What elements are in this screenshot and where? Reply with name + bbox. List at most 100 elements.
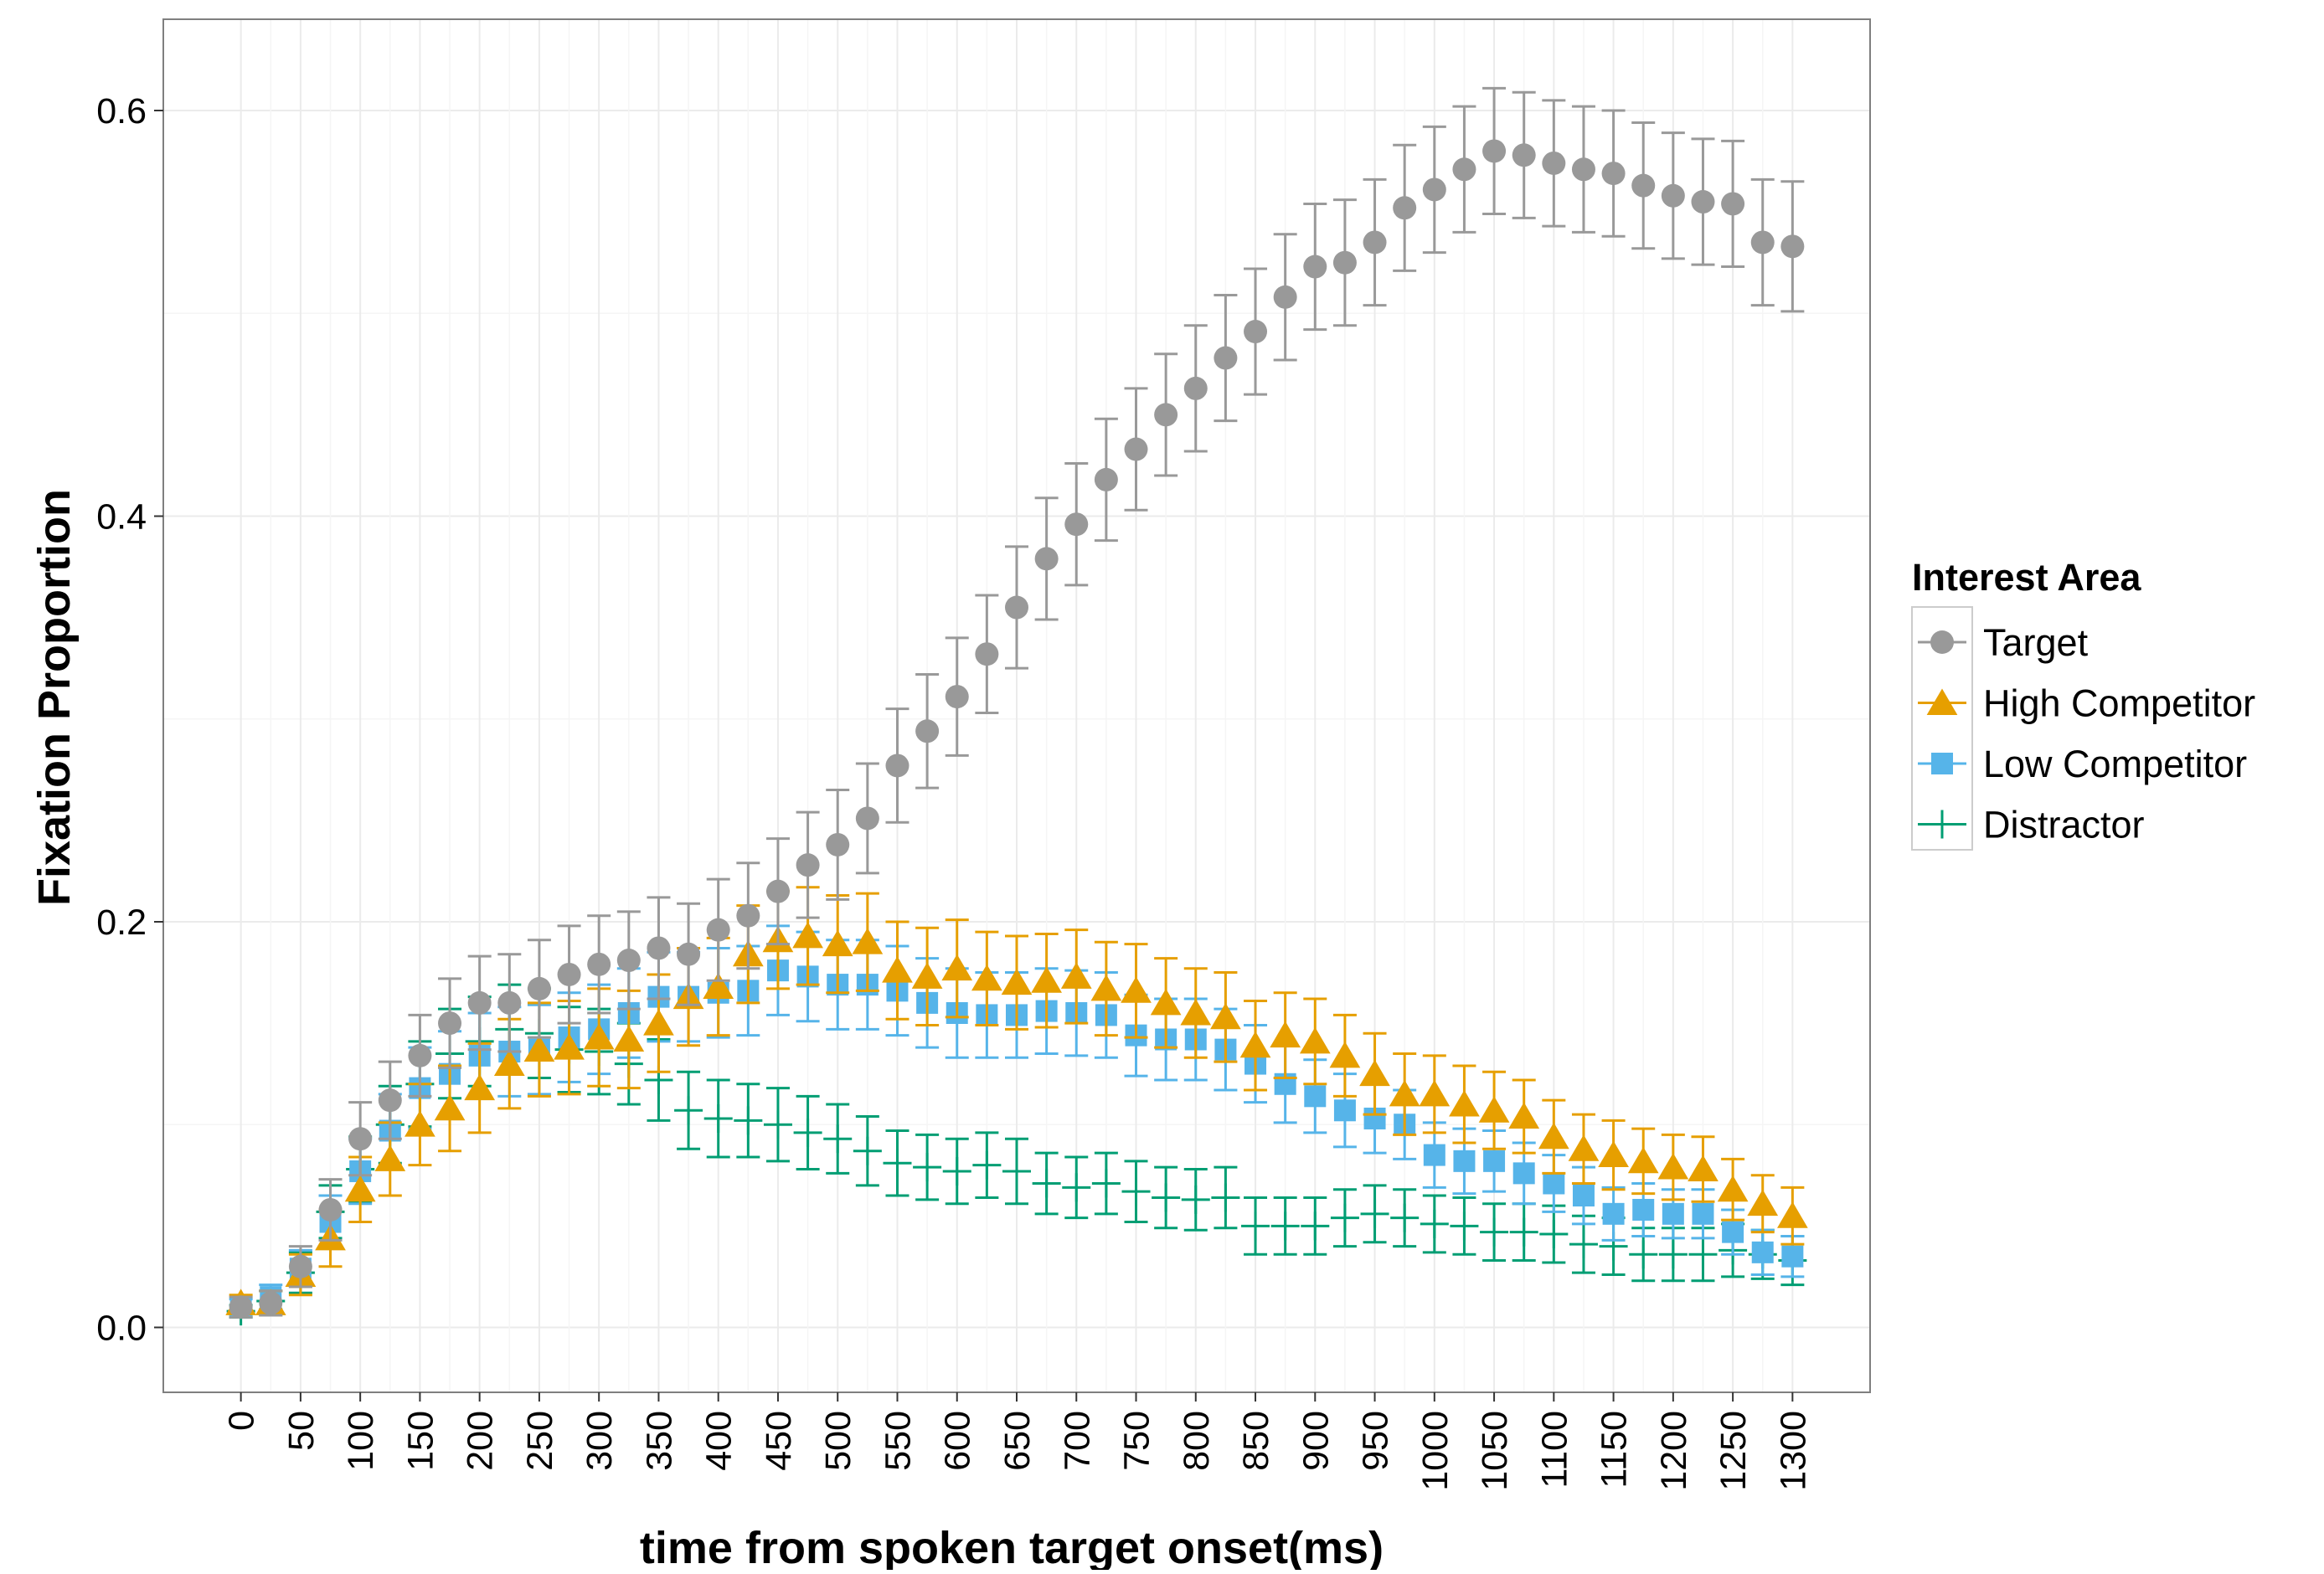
data-point (1091, 1169, 1121, 1198)
x-tick-label: 1200 (1654, 1411, 1694, 1491)
data-point (1273, 285, 1297, 309)
y-axis-title: Fixation Proportion (29, 489, 80, 906)
data-point (853, 1136, 882, 1165)
data-point (438, 1011, 462, 1036)
data-point (793, 1118, 822, 1147)
data-point (1777, 1201, 1808, 1228)
data-point (941, 954, 973, 981)
data-point (1512, 143, 1536, 167)
data-point (734, 1106, 763, 1135)
data-point (1121, 976, 1152, 1003)
data-point (765, 879, 790, 903)
data-point (1450, 1211, 1479, 1241)
data-point (229, 1295, 253, 1319)
x-tick-label: 600 (938, 1411, 978, 1471)
data-point (1124, 437, 1148, 461)
data-point (1539, 1220, 1569, 1249)
data-point (344, 1175, 376, 1202)
data-point (1422, 177, 1446, 202)
data-point (1452, 157, 1476, 182)
data-point (792, 921, 823, 949)
data-point (1389, 1079, 1420, 1107)
x-tick-label: 750 (1117, 1411, 1157, 1471)
data-point (1333, 1099, 1356, 1122)
data-point (643, 1009, 674, 1036)
data-point (826, 832, 850, 856)
data-point (1060, 962, 1092, 989)
x-tick-label: 950 (1356, 1411, 1396, 1471)
data-point (1717, 1175, 1749, 1202)
data-point (1751, 1241, 1774, 1263)
data-point (1543, 1172, 1565, 1195)
data-point (1214, 346, 1238, 370)
data-point (1301, 1211, 1330, 1241)
data-point (405, 1110, 435, 1137)
data-point (1661, 183, 1685, 208)
data-point (1244, 320, 1268, 344)
data-point (703, 972, 734, 999)
y-tick-label: 0.0 (96, 1308, 147, 1348)
data-point (1001, 968, 1033, 995)
data-point (1423, 1144, 1445, 1166)
data-point (1329, 1041, 1361, 1068)
data-point (583, 1023, 615, 1050)
data-point (493, 1049, 525, 1077)
data-point (497, 990, 522, 1015)
data-point (1512, 1162, 1535, 1185)
data-point (1094, 467, 1118, 491)
data-point (1478, 1096, 1510, 1123)
data-point (467, 990, 492, 1015)
legend-item-high-competitor: High Competitor (1918, 682, 2255, 725)
x-tick-label: 200 (461, 1411, 501, 1471)
legend-label: Target (1983, 621, 2089, 664)
data-point (1538, 1122, 1569, 1150)
data-point (259, 1291, 283, 1315)
series-high-competitor (225, 886, 1808, 1317)
x-tick-label: 250 (520, 1411, 560, 1471)
x-tick-label: 300 (580, 1411, 620, 1471)
legend-label: Low Competitor (1983, 743, 2247, 785)
data-point (557, 962, 581, 986)
x-tick-label: 1150 (1595, 1411, 1635, 1488)
data-point (1270, 1211, 1300, 1241)
x-tick-label: 1000 (1415, 1411, 1456, 1491)
data-point (1721, 192, 1745, 216)
legend-label: High Competitor (1983, 682, 2255, 725)
x-tick-label: 1050 (1475, 1411, 1515, 1491)
x-tick-label: 550 (878, 1411, 918, 1471)
data-point (1542, 151, 1566, 175)
series-target (229, 86, 1805, 1319)
data-point (1598, 1140, 1629, 1168)
data-point (1601, 162, 1626, 186)
x-tick-label: 850 (1236, 1411, 1276, 1471)
data-point (1183, 376, 1208, 400)
data-point (1658, 1240, 1688, 1269)
data-point (613, 1025, 645, 1052)
legend-item-target: Target (1918, 621, 2089, 664)
data-point (1121, 1177, 1151, 1206)
data-point (1602, 1202, 1625, 1225)
y-tick-label: 0.6 (96, 91, 147, 131)
legend-item-distractor: Distractor (1918, 804, 2145, 846)
data-point (1090, 974, 1122, 1001)
data-point (1509, 1217, 1538, 1247)
data-point (945, 685, 969, 709)
x-tick-label: 0 (222, 1411, 262, 1431)
data-point (374, 1144, 406, 1171)
legend-items: Target High Competitor Low Competitor Distr… (1918, 621, 2255, 846)
legend-marker (1926, 688, 1958, 715)
data-point (434, 1093, 466, 1121)
data-point (1657, 1153, 1689, 1180)
x-tick-label: 500 (818, 1411, 858, 1471)
x-tick-label: 150 (400, 1411, 441, 1471)
data-point (1360, 1199, 1389, 1228)
data-point (763, 1110, 792, 1139)
data-point (796, 853, 820, 877)
data-point (971, 964, 1002, 991)
data-point (1571, 157, 1595, 182)
data-point (1449, 1090, 1480, 1117)
data-point (1154, 403, 1178, 427)
